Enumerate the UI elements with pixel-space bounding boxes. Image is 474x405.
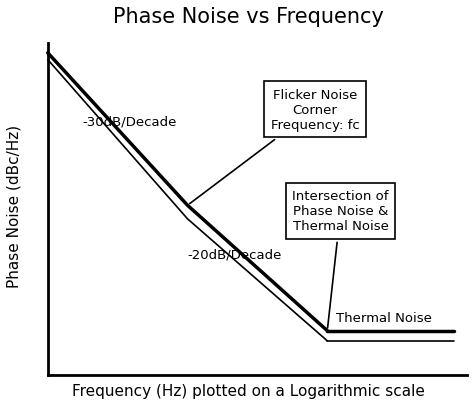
X-axis label: Frequency (Hz) plotted on a Logarithmic scale: Frequency (Hz) plotted on a Logarithmic … [72, 383, 425, 398]
Title: Phase Noise vs Frequency: Phase Noise vs Frequency [113, 7, 384, 27]
Text: Intersection of
Phase Noise &
Thermal Noise: Intersection of Phase Noise & Thermal No… [292, 190, 389, 328]
Y-axis label: Phase Noise (dBc/Hz): Phase Noise (dBc/Hz) [7, 124, 22, 287]
Text: Flicker Noise
Corner
Frequency: fc: Flicker Noise Corner Frequency: fc [190, 89, 359, 204]
Text: -30dB/Decade: -30dB/Decade [82, 115, 177, 128]
Text: -20dB/Decade: -20dB/Decade [188, 248, 282, 261]
Text: Thermal Noise: Thermal Noise [336, 311, 432, 324]
